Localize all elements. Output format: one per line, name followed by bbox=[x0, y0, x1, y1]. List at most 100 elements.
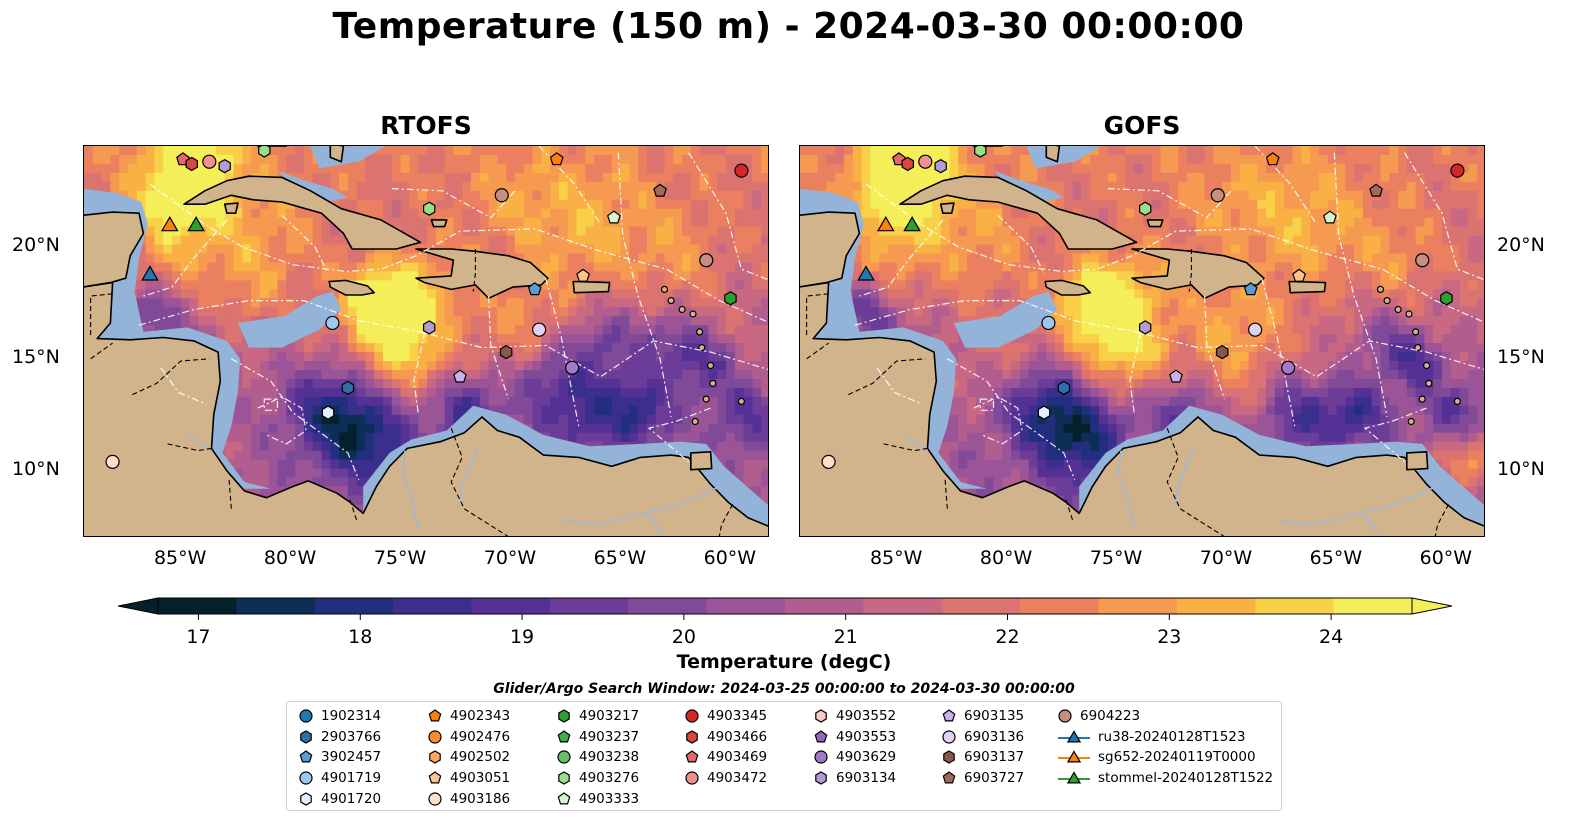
colorbar-extend-high bbox=[1411, 597, 1453, 615]
colorbar-segment bbox=[1098, 598, 1178, 614]
marker-2903766 bbox=[1057, 380, 1071, 396]
legend-item: stommel-20240128T1522 bbox=[1058, 768, 1273, 789]
lon-tick-label: 80°W bbox=[263, 547, 317, 569]
marker-3902457 bbox=[527, 282, 542, 296]
marker-6904223 bbox=[699, 253, 714, 268]
legend-marker-icon bbox=[942, 771, 956, 784]
legend-marker-icon bbox=[557, 730, 571, 743]
lon-tick-label: 70°W bbox=[483, 547, 537, 569]
colorbar-segment bbox=[158, 598, 237, 614]
marker-4903276 bbox=[974, 146, 987, 158]
lat-tick-label-left: 20°N bbox=[12, 233, 60, 256]
legend-marker-icon bbox=[299, 771, 313, 785]
legend-marker-icon bbox=[1058, 750, 1090, 763]
eez-boundaries bbox=[138, 146, 768, 481]
legend-item: 4903345 bbox=[685, 706, 767, 727]
legend-label: 4903217 bbox=[579, 708, 640, 725]
lat-tick-label-right: 15°N bbox=[1497, 345, 1545, 368]
marker-6903134 bbox=[1139, 320, 1152, 335]
legend-marker-icon bbox=[557, 791, 571, 805]
legend-item: 6903136 bbox=[942, 727, 1024, 748]
colorbar bbox=[117, 596, 1453, 626]
legend: 1902314 2903766 3902457 4901719 4901720 49023… bbox=[286, 701, 1282, 811]
colorbar-segment bbox=[863, 598, 943, 614]
marker-4901720 bbox=[321, 405, 335, 420]
search-window-text: Glider/Argo Search Window: 2024-03-25 00… bbox=[493, 681, 1075, 697]
country-borders bbox=[806, 249, 1450, 536]
legend-marker-icon bbox=[429, 750, 441, 765]
legend-marker-icon bbox=[1058, 771, 1090, 784]
legend-marker-icon bbox=[1058, 709, 1072, 723]
legend-column: 6903135 6903136 6903137 6903727 bbox=[942, 706, 1024, 788]
legend-label: 1902314 bbox=[321, 708, 382, 725]
legend-marker-icon bbox=[685, 771, 699, 785]
legend-item: 6904223 bbox=[1058, 706, 1273, 727]
legend-label: 2903766 bbox=[321, 728, 382, 745]
colorbar-extend-low bbox=[117, 597, 159, 615]
marker-4901719 bbox=[325, 315, 340, 331]
legend-marker-icon bbox=[428, 730, 442, 744]
legend-label: 4902476 bbox=[450, 728, 511, 745]
marker-6903134 bbox=[423, 320, 436, 335]
legend-item: ru38-20240128T1523 bbox=[1058, 727, 1273, 748]
legend-marker-icon bbox=[686, 730, 698, 744]
observation-markers bbox=[821, 146, 1465, 469]
legend-marker-icon bbox=[815, 709, 827, 723]
legend-item: 4903466 bbox=[685, 727, 767, 748]
rivers bbox=[186, 434, 720, 534]
legend-item: 4902343 bbox=[428, 706, 510, 727]
legend-label: 4901720 bbox=[321, 790, 382, 807]
legend-label: 6903727 bbox=[964, 770, 1025, 787]
legend-label: 6903135 bbox=[964, 708, 1025, 725]
legend-item: sg652-20240119T0000 bbox=[1058, 747, 1273, 768]
legend-item: 1902314 bbox=[299, 706, 381, 727]
marker-4903186 bbox=[105, 454, 120, 469]
land-layer bbox=[84, 146, 768, 536]
marker-4901720 bbox=[1037, 405, 1051, 420]
legend-marker-icon bbox=[300, 730, 312, 744]
legend-item: 4902476 bbox=[428, 727, 510, 748]
legend-marker-icon bbox=[942, 709, 956, 722]
marker-6903135 bbox=[1169, 369, 1183, 383]
colorbar-segment bbox=[1255, 598, 1335, 614]
colorbar-tick-label: 18 bbox=[348, 626, 373, 648]
lon-tick-label: 65°W bbox=[593, 547, 647, 569]
lon-tick-label: 65°W bbox=[1309, 547, 1363, 569]
marker-4903466 bbox=[185, 156, 199, 172]
marker-4903217 bbox=[1440, 291, 1453, 306]
marker-4903472 bbox=[202, 154, 217, 169]
legend-marker-icon bbox=[299, 750, 313, 763]
legend-marker-icon bbox=[685, 709, 699, 723]
lon-tick-label: 60°W bbox=[703, 547, 757, 569]
marker-4903472 bbox=[918, 154, 933, 169]
colorbar-segment bbox=[236, 598, 316, 614]
legend-label: 4903552 bbox=[836, 708, 897, 725]
legend-marker-icon bbox=[300, 791, 312, 806]
colorbar-label: Temperature (degC) bbox=[676, 651, 892, 673]
legend-label: 4903466 bbox=[707, 728, 768, 745]
legend-label: 4903345 bbox=[707, 708, 768, 725]
legend-label: 4902502 bbox=[450, 749, 511, 766]
legend-column: 4903552 4903553 4903629 6903134 bbox=[814, 706, 896, 788]
lon-tick-label: 80°W bbox=[979, 547, 1033, 569]
legend-label: 6904223 bbox=[1080, 708, 1141, 725]
colorbar-segment bbox=[628, 598, 708, 614]
marker-6904223 bbox=[494, 188, 509, 203]
legend-item: 4901719 bbox=[299, 768, 381, 789]
marker-4903276 bbox=[1139, 201, 1152, 216]
legend-marker-icon bbox=[428, 709, 442, 722]
legend-item: 4903472 bbox=[685, 768, 767, 789]
lon-tick-label: 75°W bbox=[1089, 547, 1143, 569]
colorbar-segment bbox=[1176, 598, 1256, 614]
marker-4903186 bbox=[821, 454, 836, 469]
marker-6904223 bbox=[1210, 188, 1225, 203]
legend-label: 6903134 bbox=[836, 770, 897, 787]
marker-4903466 bbox=[901, 156, 915, 172]
marker-4903276 bbox=[423, 201, 436, 216]
panel-title-rtofs: RTOFS bbox=[380, 111, 472, 140]
lon-tick-label: 85°W bbox=[153, 547, 207, 569]
marker-4902343 bbox=[1265, 152, 1280, 166]
legend-label: 6903136 bbox=[964, 728, 1025, 745]
marker-4903345 bbox=[734, 163, 749, 178]
marker-6903727 bbox=[653, 183, 667, 197]
